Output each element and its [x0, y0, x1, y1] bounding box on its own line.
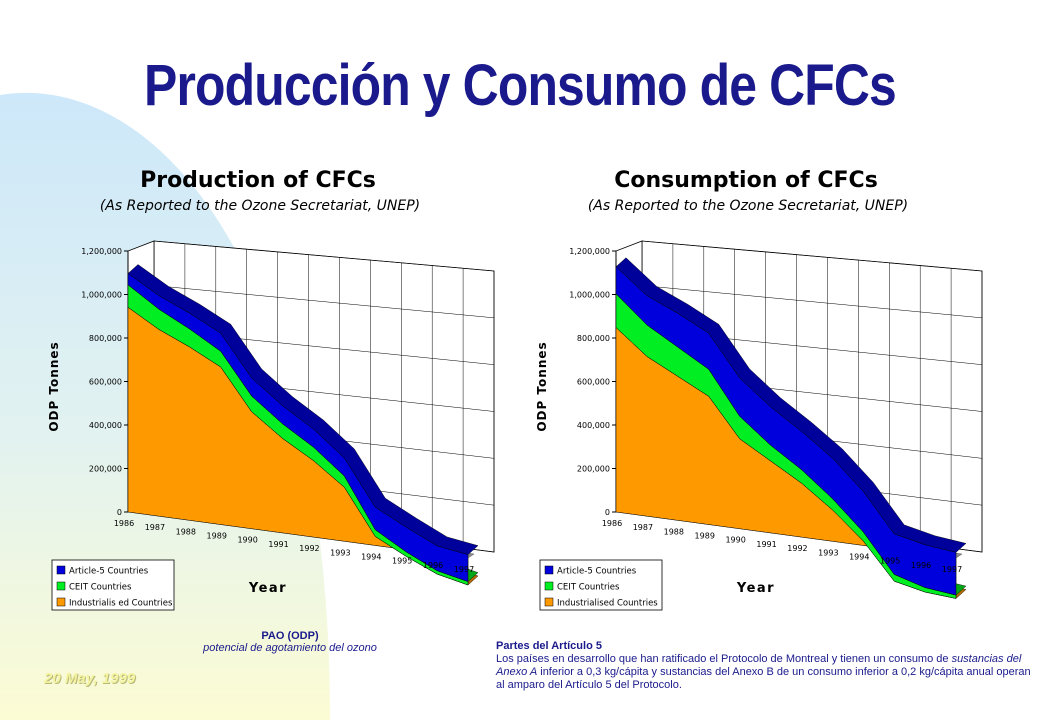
production-y-tick-label: 200,000 — [89, 465, 122, 474]
production-x-axis-label: Year — [248, 581, 287, 596]
date-stamp: 20 May, 1999 — [44, 670, 136, 687]
production-legend-swatch — [56, 565, 66, 575]
production-y-tick-label: 1,000,000 — [81, 291, 122, 300]
production-x-tick-label: 1993 — [330, 548, 350, 557]
production-grid-h — [153, 240, 495, 272]
article5-heading: Partes del Artículo 5 — [496, 640, 602, 652]
production-x-tick-label: 1994 — [361, 552, 381, 561]
consumption-x-tick-label: 1990 — [725, 536, 745, 545]
consumption-x-tick-label: 1987 — [633, 523, 653, 532]
consumption-y-axis: 0 200,000 400,000 600,000 800,000 1,000,000 1,… — [535, 247, 617, 517]
consumption-y-tick-label: 800,000 — [577, 334, 610, 343]
production-x-tick-label: 1992 — [299, 544, 319, 553]
slide-title: Producción y Consumo de CFCs — [144, 53, 897, 118]
production-y-tick-label: 600,000 — [89, 378, 122, 387]
consumption-y-axis-label: ODP Tonnes — [535, 341, 549, 431]
production-legend-box — [51, 559, 175, 611]
consumption-legend-swatch — [544, 581, 554, 591]
production-area-2 — [127, 273, 469, 582]
consumption-legend-label: CEIT Countries — [557, 583, 620, 593]
consumption-y-tick-label: 200,000 — [577, 465, 610, 474]
consumption-x-tick-label: 1989 — [695, 532, 715, 541]
consumption-chart-subtitle: (As Reported to the Ozone Secretariat, U… — [588, 198, 908, 214]
production-y-tick-label: 1,200,000 — [81, 247, 122, 256]
production-x-tick-label: 1987 — [145, 523, 165, 532]
consumption-areas — [615, 257, 967, 599]
consumption-legend-swatch — [544, 565, 554, 575]
production-y-tick-label: 800,000 — [89, 334, 122, 343]
production-chart-subtitle: (As Reported to the Ozone Secretariat, U… — [100, 198, 420, 214]
odp-note: PAO (ODP) potencial de agotamiento del o… — [150, 630, 430, 654]
consumption-x-tick-label: 1997 — [942, 565, 962, 574]
consumption-x-tick-label: 1988 — [664, 527, 684, 536]
consumption-x-tick-label: 1991 — [756, 540, 776, 549]
production-y-tick-label: 0 — [117, 508, 122, 517]
consumption-x-tick-label: 1995 — [880, 557, 900, 566]
consumption-legend-label: Article-5 Countries — [557, 567, 637, 577]
consumption-x-tick-label: 1994 — [849, 552, 869, 561]
production-legend-swatch — [56, 581, 66, 591]
production-grid-h — [153, 285, 495, 319]
production-x-tick-label: 1986 — [114, 519, 134, 528]
consumption-y-tick-label: 0 — [605, 508, 610, 517]
production-x-tick-label: 1996 — [423, 561, 443, 570]
production-y-axis-label: ODP Tonnes — [47, 341, 61, 431]
article5-text-a: Los países en desarrollo que han ratific… — [496, 653, 952, 665]
production-chart: Production of CFCs (As Reported to the Oz… — [36, 160, 506, 620]
article5-text-annex-a: sustancias del Anexo A — [496, 653, 1022, 678]
consumption-y-tick-label: 600,000 — [577, 378, 610, 387]
production-x-tick-label: 1990 — [237, 536, 257, 545]
production-x-tick-label: 1997 — [454, 565, 474, 574]
consumption-y-tick-label: 400,000 — [577, 421, 610, 430]
consumption-y-tick-label: 1,200,000 — [569, 247, 610, 256]
article5-body: Los países en desarrollo que han ratific… — [496, 653, 1036, 692]
article5-text-c: inferior a 0,3 kg/cápita y sustancias de… — [496, 666, 1031, 691]
article5-note: Partes del Artículo 5 Los países en desa… — [496, 640, 1036, 692]
production-legend-label: CEIT Countries — [69, 583, 132, 593]
production-chart-title: Production of CFCs — [140, 168, 376, 193]
consumption-legend-label: Industrialised Countries — [557, 599, 658, 609]
consumption-x-tick-label: 1993 — [818, 548, 838, 557]
consumption-x-tick-label: 1996 — [911, 561, 931, 570]
odp-note-definition: potencial de agotamiento del ozono — [203, 642, 377, 654]
production-legend-swatch — [56, 597, 66, 607]
production-y-axis: 0 200,000 400,000 600,000 800,000 1,000,000 1,… — [47, 247, 129, 517]
production-legend: Article-5 Countries CEIT Countries Industr… — [51, 559, 175, 611]
production-areas — [127, 264, 479, 586]
production-x-tick-label: 1988 — [176, 527, 196, 536]
consumption-legend-swatch — [544, 597, 554, 607]
consumption-x-axis-label: Year — [736, 581, 775, 596]
consumption-chart-title: Consumption of CFCs — [614, 168, 878, 193]
consumption-x-tick-label: 1986 — [602, 519, 622, 528]
production-x-tick-label: 1991 — [268, 540, 288, 549]
production-legend-label: Article-5 Countries — [69, 567, 149, 577]
consumption-chart: Consumption of CFCs (As Reported to the O… — [524, 160, 994, 620]
consumption-legend: Article-5 Countries CEIT Countries Industr… — [539, 559, 663, 611]
production-x-axis: 1986 1987 1988 1989 1990 1991 1992 1993 1994 1995… — [114, 519, 474, 596]
consumption-grid-h — [641, 240, 983, 272]
production-x-tick-label: 1995 — [392, 557, 412, 566]
consumption-grid-h — [641, 285, 983, 319]
consumption-chart-svg: Consumption of CFCs (As Reported to the O… — [535, 168, 983, 611]
consumption-x-axis: 1986 1987 1988 1989 1990 1991 1992 1993 1994 1995… — [602, 519, 962, 596]
production-chart-svg: Production of CFCs (As Reported to the Oz… — [47, 168, 495, 611]
production-y-tick-label: 400,000 — [89, 421, 122, 430]
production-x-tick-label: 1989 — [207, 532, 227, 541]
production-legend-label: Industrialis ed Countries — [69, 599, 173, 609]
odp-note-abbrev: PAO (ODP) — [261, 630, 319, 642]
consumption-area-2 — [615, 266, 957, 596]
consumption-y-tick-label: 1,000,000 — [569, 291, 610, 300]
consumption-legend-box — [539, 559, 663, 611]
consumption-x-tick-label: 1992 — [787, 544, 807, 553]
